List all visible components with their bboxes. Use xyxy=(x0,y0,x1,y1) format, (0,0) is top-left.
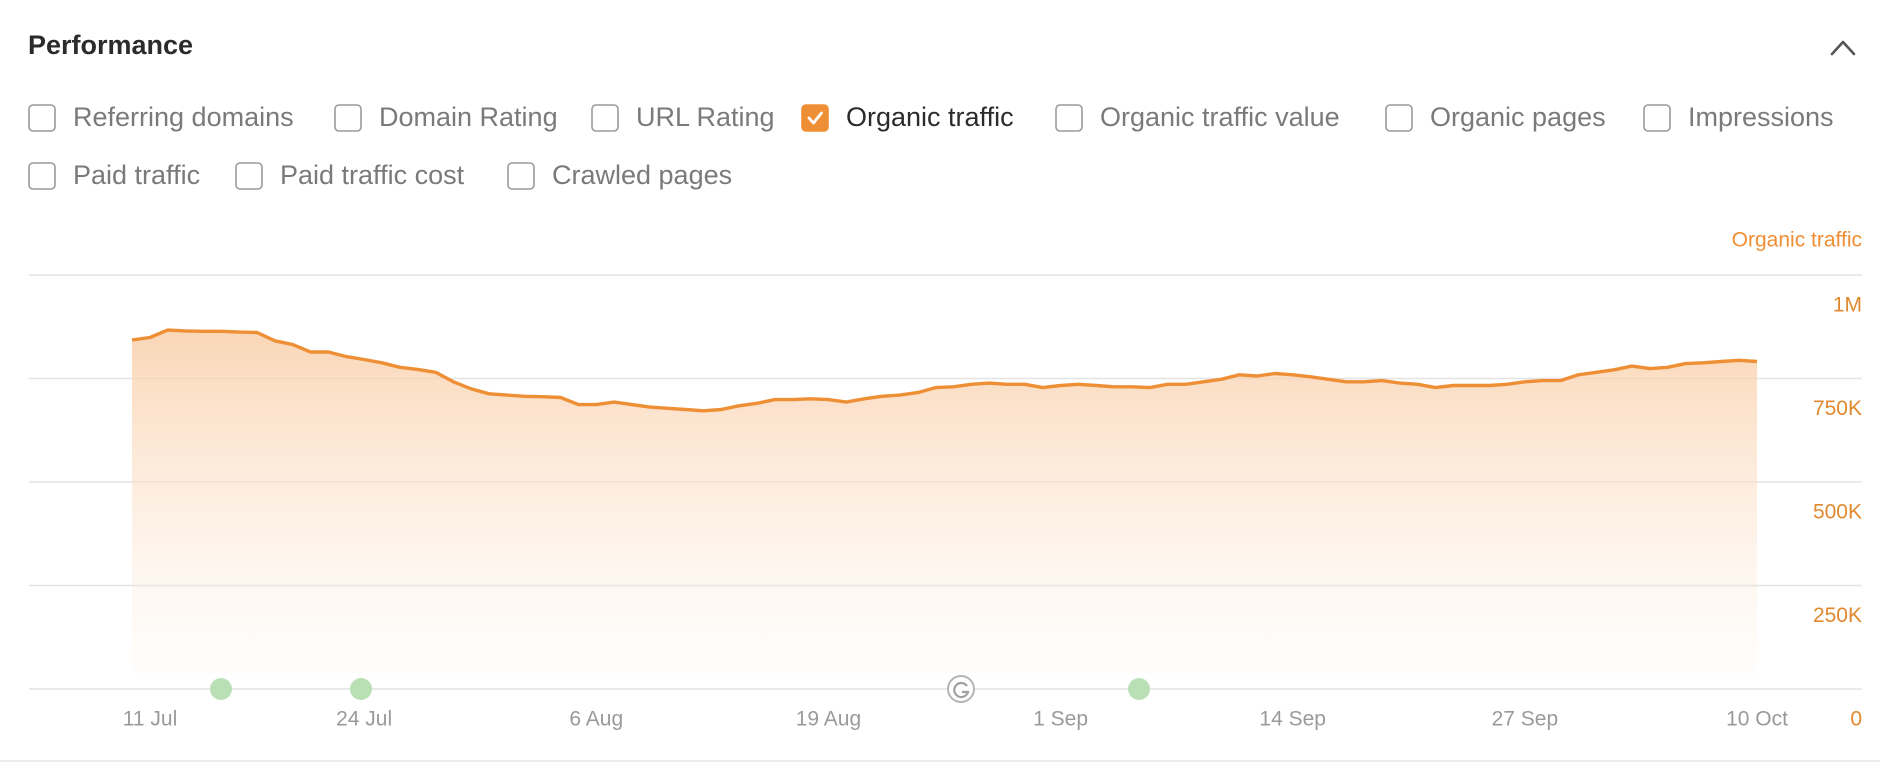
x-tick-label: 11 Jul xyxy=(123,708,177,731)
checkbox[interactable] xyxy=(28,162,56,190)
x-tick-label: 10 Oct xyxy=(1726,708,1788,731)
metric-option[interactable]: Impressions xyxy=(1643,102,1834,132)
x-tick-label: 1 Sep xyxy=(1033,708,1088,731)
option-label[interactable]: Paid traffic xyxy=(73,160,200,190)
event-marker[interactable] xyxy=(210,678,232,700)
area xyxy=(132,330,1757,673)
metric-option[interactable]: Organic traffic xyxy=(801,102,1014,132)
option-label[interactable]: Crawled pages xyxy=(552,160,732,190)
line xyxy=(131,328,1758,413)
option-label[interactable]: Paid traffic cost xyxy=(280,160,465,190)
event-marker[interactable] xyxy=(1128,678,1150,700)
x-tick-label: 14 Sep xyxy=(1259,708,1326,731)
x-tick-label: 27 Sep xyxy=(1492,708,1559,731)
y-tick-label: 750K xyxy=(1813,397,1862,420)
checkbox[interactable] xyxy=(1385,104,1413,132)
google-update-glyph xyxy=(953,681,970,699)
checkbox[interactable] xyxy=(28,104,56,132)
y-tick-label: 500K xyxy=(1813,501,1862,524)
metric-options: Referring domains Domain Rating URL Rating… xyxy=(28,102,1834,190)
metric-option[interactable]: Paid traffic xyxy=(28,160,200,190)
y-tick-label: 1M xyxy=(1833,294,1862,317)
checkbox[interactable] xyxy=(1643,104,1671,132)
option-label[interactable]: Organic traffic value xyxy=(1100,102,1340,132)
chart: 0 250K 500K 750K 1M Organic traffic 11 Jul 24 J… xyxy=(29,229,1862,731)
y-tick-label: 0 xyxy=(1850,708,1862,731)
panel-title: Performance xyxy=(28,30,193,60)
checkmark xyxy=(807,111,823,125)
option-label[interactable]: Organic pages xyxy=(1430,102,1606,132)
event-marker[interactable] xyxy=(350,678,372,700)
collapse-toggle[interactable] xyxy=(1830,40,1856,56)
metric-option[interactable]: URL Rating xyxy=(591,102,775,132)
metric-option[interactable]: Organic pages xyxy=(1385,102,1606,132)
option-label[interactable]: URL Rating xyxy=(636,102,775,132)
x-tick-label: 19 Aug xyxy=(796,708,861,731)
x-tick-label: 24 Jul xyxy=(336,708,392,731)
google-update-marker[interactable] xyxy=(947,675,975,703)
option-label[interactable]: Organic traffic xyxy=(846,102,1014,132)
option-label[interactable]: Domain Rating xyxy=(379,102,558,132)
x-tick-label: 6 Aug xyxy=(569,708,623,731)
axis-series-label: Organic traffic xyxy=(1732,229,1862,252)
option-label[interactable]: Referring domains xyxy=(73,102,294,132)
metric-option[interactable]: Domain Rating xyxy=(334,102,558,132)
checkbox[interactable] xyxy=(1055,104,1083,132)
metric-option[interactable]: Referring domains xyxy=(28,102,294,132)
y-tick-label: 250K xyxy=(1813,604,1862,627)
checkbox[interactable] xyxy=(591,104,619,132)
google-update-icon xyxy=(947,675,975,703)
metric-option[interactable]: Paid traffic cost xyxy=(235,160,465,190)
metric-option[interactable]: Crawled pages xyxy=(507,160,732,190)
checkbox[interactable] xyxy=(801,104,829,132)
checkbox[interactable] xyxy=(334,104,362,132)
checkbox[interactable] xyxy=(235,162,263,190)
checkbox[interactable] xyxy=(507,162,535,190)
option-label[interactable]: Impressions xyxy=(1688,102,1834,132)
metric-option[interactable]: Organic traffic value xyxy=(1055,102,1340,132)
